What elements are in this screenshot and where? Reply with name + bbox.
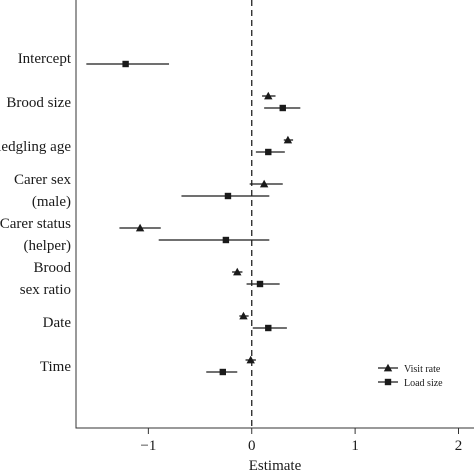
row-label: Carer status [0,216,71,232]
legend-label: Load size [404,378,443,389]
legend: Visit rate Load size [378,363,443,389]
square-point [256,280,264,288]
triangle-point [259,179,269,188]
row-label: Time [40,359,71,375]
x-tick-label: 0 [248,438,256,454]
x-tick-label: 1 [351,438,359,454]
x-axis-title: Estimate [249,458,302,474]
series-marks [86,60,301,376]
legend-triangle-icon [383,363,393,372]
square-point [222,236,230,244]
row-label: Fledgling age [0,139,71,155]
square-point [265,148,272,156]
row-label: Carer sex [14,172,72,188]
row-label: (male) [32,194,71,210]
series-load-size [86,60,301,376]
square-point [219,368,226,376]
triangle-point [264,91,273,100]
square-point [224,192,232,200]
triangle-point [135,223,145,232]
plot-frame [75,0,474,429]
row-label: Brood [34,260,72,276]
row-label: sex ratio [20,282,71,298]
x-tick-label: 2 [455,438,463,454]
x-axis-ticks: −1 0 1 2 [140,428,462,454]
series-visit-rate [119,91,294,364]
row-label: Brood size [6,95,71,111]
x-tick-label: −1 [140,438,156,454]
triangle-point [283,135,293,144]
triangle-point [233,267,242,276]
row-label: (helper) [24,238,71,254]
row-label: Date [43,315,72,331]
legend-square-icon [384,378,392,386]
triangle-point [246,355,255,364]
triangle-point [239,311,248,320]
legend-label: Visit rate [404,364,441,375]
row-label: Intercept [18,51,72,67]
square-point [279,104,286,112]
row-labels: Intercept Brood size Fledgling age Carer se… [0,51,72,375]
square-point [122,60,129,68]
square-point [265,324,272,332]
